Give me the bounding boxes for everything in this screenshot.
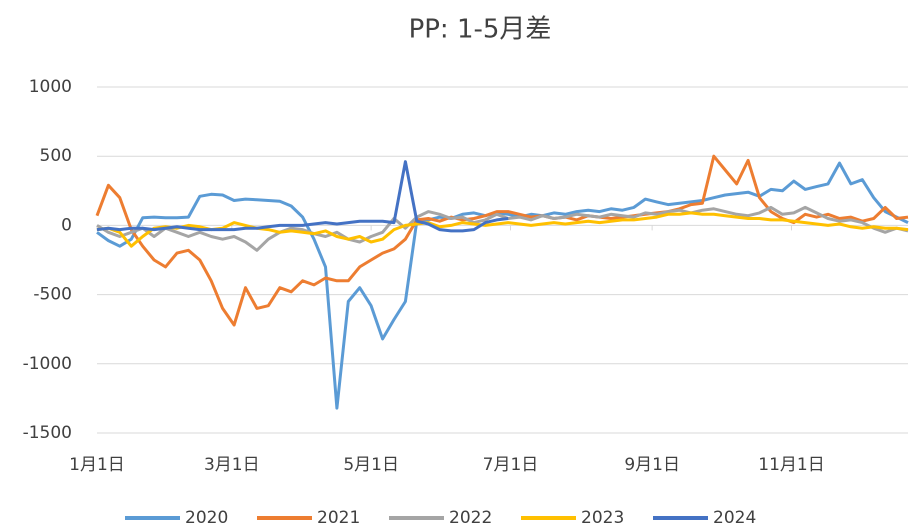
y-tick-label: -1500 — [23, 423, 72, 443]
y-tick-label: 1000 — [29, 77, 72, 97]
x-tick-label: 5月1日 — [343, 455, 399, 475]
x-tick-label: 3月1日 — [204, 455, 260, 475]
line-series — [96, 205, 909, 252]
x-tick-label: 7月1日 — [483, 455, 539, 475]
line-series — [96, 160, 509, 233]
legend-label: 2023 — [581, 508, 624, 528]
legend-label: 2024 — [713, 508, 756, 528]
x-tick-label: 9月1日 — [624, 455, 680, 475]
line-series — [96, 161, 909, 410]
y-tick-label: -500 — [33, 285, 72, 305]
line-series — [96, 211, 909, 248]
y-tick-label: -1000 — [23, 354, 72, 374]
chart-title: PP: 1-5月差 — [409, 15, 552, 45]
legend-label: 2021 — [317, 508, 360, 528]
y-tick-label: 0 — [61, 215, 72, 235]
x-tick-label: 11月1日 — [758, 455, 824, 475]
legend-label: 2020 — [185, 508, 228, 528]
y-tick-label: 500 — [40, 146, 72, 166]
legend-label: 2022 — [449, 508, 492, 528]
x-tick-label: 1月1日 — [69, 455, 125, 475]
line-series — [95, 154, 909, 327]
